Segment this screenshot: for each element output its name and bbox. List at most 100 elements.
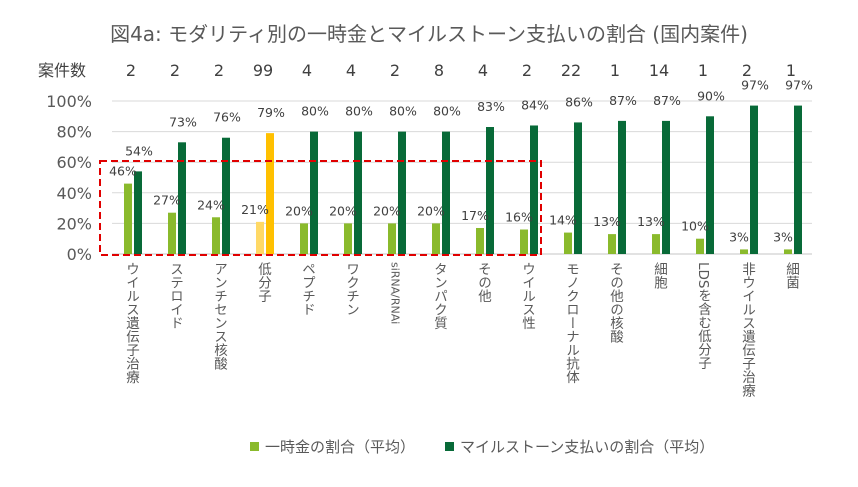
case-count: 1: [786, 61, 796, 80]
data-label-upfront: 3%: [773, 229, 793, 244]
x-tick-label: 低分子: [255, 262, 271, 303]
bar-milestone: [794, 105, 802, 254]
data-label-milestone: 80%: [301, 104, 329, 119]
bar-upfront: [696, 238, 704, 254]
x-tick-label: ウイルス遺伝子治療: [123, 262, 139, 384]
y-tick-label: 100%: [46, 92, 92, 111]
bar-upfront: [432, 223, 440, 254]
bar-upfront: [784, 249, 792, 254]
x-tick-label: その他: [475, 262, 491, 303]
legend-label: 一時金の割合（平均）: [265, 438, 416, 456]
bar-upfront: [124, 183, 132, 254]
case-count: 2: [214, 61, 224, 80]
x-tick-label: LDSを含む低分子: [695, 262, 711, 370]
x-tick-label: 非ウイルス遺伝子治療: [739, 262, 755, 397]
x-tick-label: siRNA/RNAi: [388, 262, 402, 325]
data-label-milestone: 84%: [521, 97, 549, 112]
legend-item-milestone: マイルストーン支払いの割合（平均）: [445, 436, 714, 457]
x-tick-label: ウイルス性: [519, 262, 535, 330]
data-label-upfront: 20%: [285, 203, 313, 218]
y-tick-label: 80%: [56, 123, 92, 142]
y-tick-label: 0%: [67, 245, 92, 264]
case-count: 14: [649, 61, 669, 80]
bar-upfront: [212, 217, 220, 254]
bar-milestone: [530, 125, 538, 254]
bar-upfront: [344, 223, 352, 254]
case-count: 4: [302, 61, 312, 80]
bar-upfront: [520, 229, 528, 254]
x-tick-label: ステロイド: [167, 262, 183, 330]
case-count: 8: [434, 61, 444, 80]
data-label-upfront: 3%: [729, 229, 749, 244]
bar-upfront: [740, 249, 748, 254]
case-count: 2: [742, 61, 752, 80]
x-tick-label: 細胞: [651, 262, 667, 289]
data-label-milestone: 90%: [697, 88, 725, 103]
data-label-milestone: 76%: [213, 110, 241, 125]
y-tick-label: 20%: [56, 214, 92, 233]
legend-swatch: [445, 442, 454, 451]
case-count: 4: [346, 61, 356, 80]
data-label-milestone: 54%: [125, 143, 153, 158]
chart-title: 図4a: モダリティ別の一時金とマイルストーン支払いの割合 (国内案件): [110, 22, 748, 46]
bar-milestone: [442, 131, 450, 254]
bar-upfront: [652, 234, 660, 254]
x-tick-label: 細菌: [783, 262, 799, 289]
data-label-upfront: 13%: [637, 214, 665, 229]
data-label-milestone: 83%: [477, 99, 505, 114]
data-label-upfront: 20%: [417, 203, 445, 218]
data-label-milestone: 80%: [389, 104, 417, 119]
data-label-milestone: 80%: [433, 104, 461, 119]
data-label-upfront: 21%: [241, 202, 269, 217]
case-count: 1: [698, 61, 708, 80]
bar-upfront: [300, 223, 308, 254]
data-label-milestone: 73%: [169, 114, 197, 129]
data-label-milestone: 87%: [609, 93, 637, 108]
legend-swatch: [250, 442, 259, 451]
data-label-milestone: 97%: [785, 78, 813, 93]
bar-upfront: [388, 223, 396, 254]
y-tick-label: 60%: [56, 153, 92, 172]
data-label-milestone: 79%: [257, 105, 285, 120]
bar-milestone: [398, 131, 406, 254]
case-count: 2: [390, 61, 400, 80]
data-label-milestone: 97%: [741, 78, 769, 93]
x-tick-label: モノクローナル抗体: [563, 262, 579, 384]
data-label-upfront: 17%: [461, 208, 489, 223]
x-tick-label: ワクチン: [343, 262, 359, 316]
data-label-upfront: 16%: [505, 210, 533, 225]
data-label-milestone: 86%: [565, 94, 593, 109]
x-tick-label: ペプチド: [299, 262, 315, 316]
case-count: 4: [478, 61, 488, 80]
case-count: 2: [170, 61, 180, 80]
legend-item-upfront: 一時金の割合（平均）: [250, 436, 415, 457]
bar-milestone: [178, 142, 186, 254]
bar-upfront: [608, 234, 616, 254]
bar-milestone: [574, 122, 582, 254]
data-label-upfront: 13%: [593, 214, 621, 229]
data-label-upfront: 20%: [373, 203, 401, 218]
case-count: 2: [126, 61, 136, 80]
bar-upfront: [476, 227, 484, 254]
case-count: 99: [253, 61, 273, 80]
x-tick-label: その他の核酸: [607, 262, 623, 343]
data-label-upfront: 20%: [329, 203, 357, 218]
bar-milestone: [618, 120, 626, 254]
data-label-upfront: 14%: [549, 213, 577, 228]
bar-milestone: [266, 133, 274, 254]
y-tick-label: 40%: [56, 184, 92, 203]
x-tick-label: タンパク質: [431, 262, 447, 330]
bar-milestone: [706, 116, 714, 254]
bar-upfront: [256, 221, 264, 254]
bar-milestone: [222, 137, 230, 254]
bar-upfront: [564, 232, 572, 254]
data-label-milestone: 87%: [653, 93, 681, 108]
data-label-upfront: 27%: [153, 193, 181, 208]
case-count: 22: [561, 61, 581, 80]
bar-milestone: [354, 131, 362, 254]
bar-upfront: [168, 212, 176, 254]
highlight-box: [99, 160, 542, 256]
data-label-upfront: 46%: [109, 164, 137, 179]
legend-label: マイルストーン支払いの割合（平均）: [460, 438, 715, 456]
